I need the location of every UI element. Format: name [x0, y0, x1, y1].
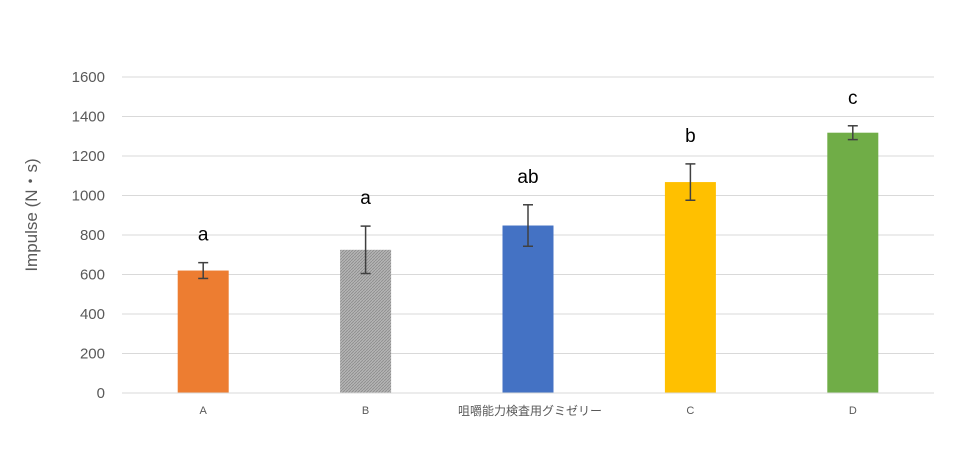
bar: [502, 225, 554, 393]
x-axis-labels: A B C D: [200, 405, 857, 417]
y-tick-label: 1200: [72, 148, 105, 165]
y-axis-ticks: 0 200 400 600 800 1000 1200 1400 1600: [72, 69, 105, 402]
y-tick-label: 0: [97, 385, 105, 402]
significance-label: a: [360, 188, 371, 209]
error-bar: [523, 204, 533, 248]
bar: [664, 182, 716, 393]
error-bar: [685, 163, 696, 201]
y-tick-label: 400: [80, 306, 105, 323]
y-tick-label: 200: [80, 346, 105, 363]
significance-label: c: [848, 88, 858, 109]
y-tick-label: 600: [80, 267, 105, 284]
x-axis-title: 咀嚼能力検査用グミゼリー: [458, 404, 602, 418]
significance-label: b: [685, 126, 696, 147]
significance-label: a: [198, 225, 209, 246]
y-axis-title: Impulse (N・s): [22, 158, 41, 271]
error-bars: [198, 125, 858, 280]
x-tick-label: D: [849, 405, 857, 417]
y-tick-label: 800: [80, 227, 105, 244]
significance-label: ab: [517, 167, 538, 188]
error-bar: [198, 261, 209, 280]
bars: [177, 132, 879, 393]
error-bar: [847, 125, 858, 141]
significance-labels: a a ab b c: [198, 88, 858, 246]
bar: [177, 270, 229, 393]
y-tick-label: 1000: [72, 188, 105, 205]
x-tick-label: C: [686, 405, 694, 417]
y-tick-label: 1600: [72, 69, 105, 86]
y-tick-label: 1400: [72, 109, 105, 126]
x-tick-label: B: [362, 405, 369, 417]
error-bar: [360, 225, 371, 275]
x-tick-label: A: [200, 405, 208, 417]
bar: [827, 132, 879, 393]
